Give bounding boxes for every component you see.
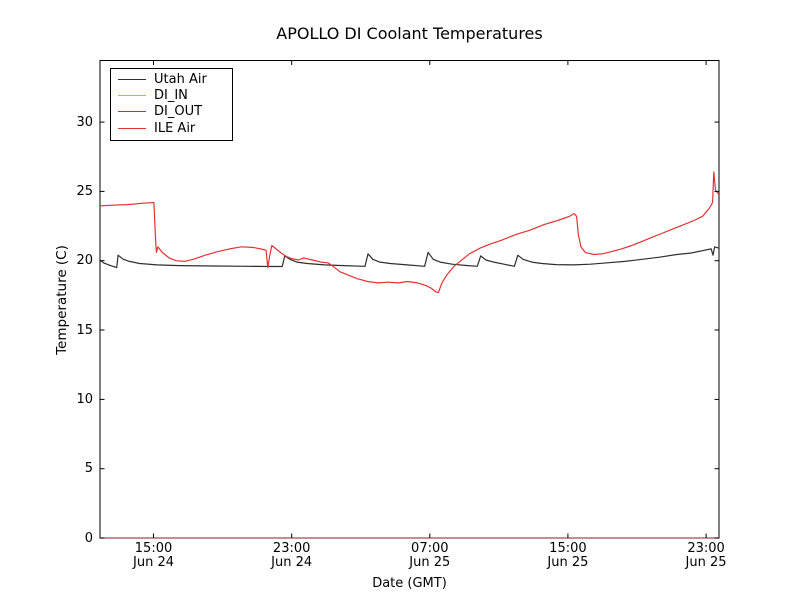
- legend-line-swatch: [118, 78, 146, 80]
- legend-item: Utah Air: [111, 71, 232, 87]
- series-line-ile-air: [100, 171, 719, 294]
- y-tick-label: 10: [76, 391, 93, 407]
- chart-title: APOLLO DI Coolant Temperatures: [276, 24, 543, 43]
- x-tick-label: 15:00 Jun 25: [523, 542, 613, 570]
- x-tick-label: 23:00 Jun 25: [661, 542, 751, 570]
- x-tick-time: 15:00: [549, 541, 587, 556]
- x-tick-time: 23:00: [687, 541, 725, 556]
- legend-label: DI_OUT: [154, 104, 203, 120]
- x-tick-label: 07:00 Jun 25: [385, 542, 475, 570]
- y-tick-label: 20: [76, 253, 93, 269]
- x-tick-date: Jun 25: [685, 555, 727, 570]
- legend-line-swatch: [118, 95, 146, 97]
- x-tick-date: Jun 25: [409, 555, 451, 570]
- x-tick-label: 15:00 Jun 24: [109, 542, 199, 570]
- y-tick-label: 5: [84, 461, 93, 477]
- x-tick-date: Jun 24: [133, 555, 175, 570]
- x-tick-date: Jun 24: [271, 555, 313, 570]
- legend-line-swatch: [118, 111, 146, 113]
- legend-item: DI_OUT: [111, 104, 232, 120]
- legend-label: Utah Air: [154, 71, 207, 87]
- legend-item: DI_IN: [111, 87, 232, 103]
- series-line-utah-air: [100, 246, 719, 269]
- legend-item: ILE Air: [111, 120, 232, 136]
- x-tick-time: 23:00: [272, 541, 311, 556]
- y-tick-label: 25: [76, 183, 93, 199]
- y-tick-label: 15: [76, 322, 93, 338]
- x-tick-time: 07:00: [411, 541, 449, 556]
- x-tick-label: 23:00 Jun 24: [247, 542, 337, 570]
- legend: Utah Air DI_IN DI_OUT ILE Air: [110, 68, 233, 141]
- legend-label: DI_IN: [154, 88, 188, 104]
- legend-line-swatch: [118, 127, 146, 129]
- x-axis-label: Date (GMT): [372, 576, 447, 591]
- x-tick-time: 15:00: [134, 541, 173, 556]
- y-tick-label: 0: [84, 530, 93, 546]
- y-tick-label: 30: [76, 114, 93, 130]
- x-tick-date: Jun 25: [547, 555, 589, 570]
- legend-label: ILE Air: [154, 120, 196, 136]
